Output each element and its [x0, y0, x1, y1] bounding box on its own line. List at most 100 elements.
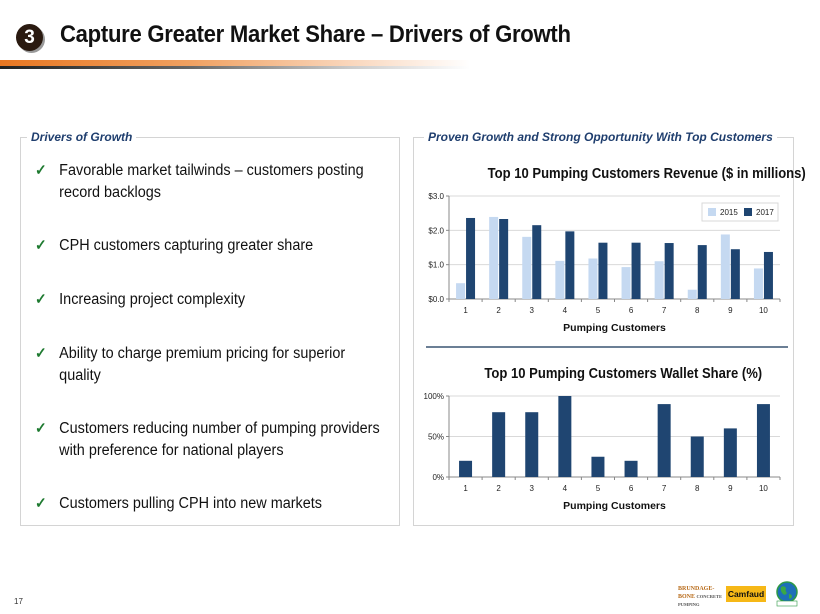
- panel-label: Drivers of Growth: [27, 130, 137, 144]
- bar: [525, 412, 539, 477]
- bullet-text: CPH customers capturing greater share: [59, 237, 314, 254]
- check-icon: ✓: [35, 345, 47, 362]
- bullet-item: ✓ Customers reducing number of pumping p…: [35, 418, 420, 462]
- x-tick-label: 1: [463, 306, 468, 315]
- camfaud-logo: Camfaud: [726, 586, 766, 602]
- bullet-item: ✓ Increasing project complexity: [35, 289, 420, 311]
- bar: [690, 436, 704, 477]
- y-tick-label: 0%: [432, 473, 444, 482]
- bar-2015: [588, 258, 598, 299]
- bar-2017: [565, 231, 575, 299]
- x-tick-label: 5: [596, 306, 601, 315]
- bar-2017: [499, 219, 509, 299]
- legend-label: 2015: [720, 208, 738, 217]
- y-tick-label: $2.0: [428, 226, 444, 235]
- check-icon: ✓: [35, 420, 47, 437]
- x-tick-label: 9: [728, 484, 733, 493]
- x-tick-label: 4: [563, 306, 568, 315]
- x-tick-label: 5: [596, 484, 601, 493]
- bar-2015: [489, 216, 499, 299]
- y-tick-label: $3.0: [428, 192, 444, 201]
- bullet-text: Customers reducing number of pumping pro…: [59, 420, 380, 437]
- legend-label: 2017: [756, 208, 774, 217]
- bar-2017: [697, 245, 707, 299]
- bullet-item: ✓ Favorable market tailwinds – customers…: [35, 160, 420, 204]
- logo-text-line2: BONE CONCRETE PUMPING: [678, 593, 724, 609]
- bar-2015: [555, 260, 565, 299]
- y-tick-label: 100%: [424, 392, 444, 401]
- check-icon: ✓: [35, 291, 47, 308]
- check-icon: ✓: [35, 237, 47, 254]
- y-tick-label: 50%: [428, 433, 444, 442]
- logo-text-bone: BONE: [678, 594, 696, 600]
- bar-2015: [654, 261, 664, 299]
- growth-opportunity-panel: Proven Growth and Strong Opportunity Wit…: [413, 130, 794, 526]
- title-rule-dark: [0, 66, 470, 69]
- x-tick-label: 6: [629, 306, 634, 315]
- bullet-item: ✓ Customers pulling CPH into new markets: [35, 493, 420, 515]
- x-tick-label: 3: [530, 484, 535, 493]
- bar-2017: [664, 243, 674, 299]
- bar-2015: [621, 267, 631, 299]
- bar: [492, 412, 506, 477]
- bar-2017: [598, 242, 608, 299]
- bar: [723, 428, 737, 477]
- bar: [624, 460, 638, 477]
- x-tick-label: 1: [463, 484, 468, 493]
- wallet-share-chart: 0% 50% 100% 1 2 3 4 5 6 7 8 9 10 Pumping Customers: [424, 392, 781, 512]
- bar-2017: [466, 217, 476, 299]
- bar-2015: [522, 236, 532, 299]
- x-tick-label: 2: [496, 306, 501, 315]
- bullet-text-cont: record backlogs: [59, 184, 161, 201]
- y-tick-label: $1.0: [428, 261, 444, 270]
- bar-2015: [456, 283, 466, 299]
- drivers-of-growth-panel: Drivers of Growth ✓ Favorable market tai…: [20, 130, 400, 526]
- x-tick-label: 7: [662, 306, 667, 315]
- bullet-text: Ability to charge premium pricing for su…: [59, 345, 346, 362]
- x-axis-title: Pumping Customers: [563, 500, 666, 512]
- x-tick-label: 10: [759, 484, 768, 493]
- x-tick-label: 6: [629, 484, 634, 493]
- page-number: 17: [14, 597, 23, 606]
- bar: [591, 456, 605, 477]
- panel-label: Proven Growth and Strong Opportunity Wit…: [424, 130, 777, 144]
- bar: [459, 460, 473, 477]
- bar: [558, 396, 572, 477]
- logo-text: BRUNDAGE-: [678, 586, 715, 592]
- logo-subtext: CONCRETE PUMPING: [678, 594, 723, 607]
- charts-svg: $0.0 $1.0 $2.0 $3.0 1 2 3 4 5 6 7 8 9 10 Pumping Custo…: [424, 192, 781, 512]
- x-axis-title: Pumping Customers: [563, 322, 666, 334]
- y-tick-label: $0.0: [428, 295, 444, 304]
- check-icon: ✓: [35, 495, 47, 512]
- x-tick-label: 4: [563, 484, 568, 493]
- bullet-text: Customers pulling CPH into new markets: [59, 495, 322, 512]
- legend-box: [701, 202, 779, 222]
- x-tick-label: 10: [759, 306, 768, 315]
- bullet-text: Increasing project complexity: [59, 291, 246, 308]
- chart-separator: [426, 346, 788, 348]
- legend-swatch: [708, 208, 716, 216]
- section-number-badge: 3: [16, 24, 43, 51]
- bullet-item: ✓ Ability to charge premium pricing for …: [35, 343, 420, 387]
- x-tick-label: 7: [662, 484, 667, 493]
- eco-pan-globe-icon: [776, 581, 798, 607]
- brundage-bone-logo: BRUNDAGE- BONE CONCRETE PUMPING: [678, 585, 724, 607]
- wallet-chart-title: Top 10 Pumping Customers Wallet Share (%…: [484, 366, 763, 382]
- bar-2015: [720, 234, 730, 299]
- bar: [756, 404, 770, 477]
- revenue-chart: $0.0 $1.0 $2.0 $3.0 1 2 3 4 5 6 7 8 9 10 Pumping Custo…: [428, 192, 781, 334]
- bullet-text: Favorable market tailwinds – customers p…: [59, 162, 364, 179]
- bullet-item: ✓ CPH customers capturing greater share: [35, 235, 420, 257]
- bar-2017: [763, 251, 773, 299]
- revenue-chart-title: Top 10 Pumping Customers Revenue ($ in m…: [487, 166, 806, 182]
- x-tick-label: 3: [530, 306, 535, 315]
- bar-2017: [730, 249, 740, 299]
- bullet-list: ✓ Favorable market tailwinds – customers…: [35, 160, 395, 515]
- title-rule-orange: [0, 60, 470, 66]
- bar-2015: [753, 268, 763, 299]
- bar-2015: [687, 289, 697, 299]
- bar-2017: [631, 242, 641, 299]
- bullet-text-cont: quality: [59, 367, 101, 384]
- legend-swatch: [744, 208, 752, 216]
- page-title: Capture Greater Market Share – Drivers o…: [60, 21, 571, 48]
